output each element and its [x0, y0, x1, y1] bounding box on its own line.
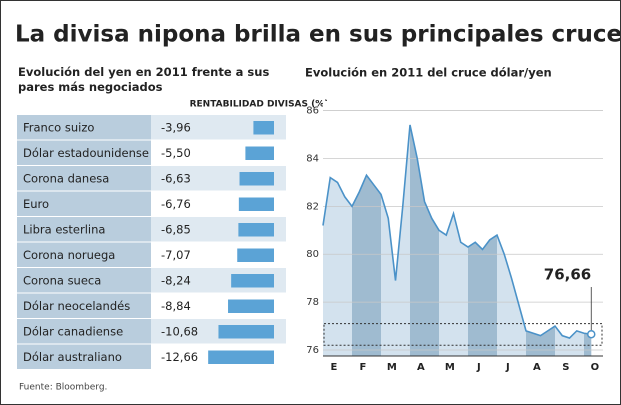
y-tick-label: 78	[306, 297, 319, 308]
x-tick-label: M	[387, 362, 397, 373]
subtitle: RENTABILIDAD DIVISAS (%)	[190, 100, 329, 110]
x-tick-label: A	[417, 362, 425, 373]
x-tick-label: E	[330, 362, 337, 373]
highlight-box	[323, 323, 603, 346]
label-cell	[17, 293, 151, 318]
value-label: -8,84	[161, 299, 191, 313]
y-tick-label: 84	[306, 153, 319, 164]
label-cell	[17, 166, 151, 191]
label-cell	[17, 242, 151, 267]
label-cell	[17, 319, 151, 344]
label-cell	[17, 115, 151, 140]
category-label: Dólar neocelandés	[23, 299, 130, 313]
x-tick-label: M	[445, 362, 455, 373]
y-tick-label: 80	[306, 249, 319, 260]
label-cell	[17, 140, 151, 165]
category-label: Euro	[23, 197, 49, 211]
category-label: Dólar estadounidense	[23, 146, 149, 160]
value-label: -8,24	[161, 273, 191, 287]
bar	[237, 248, 274, 262]
bar	[228, 299, 274, 313]
category-label: Dólar canadiense	[23, 324, 123, 338]
value-label: -6,85	[161, 222, 191, 236]
y-tick-label: 86	[306, 106, 319, 117]
category-label: Franco suizo	[23, 120, 94, 134]
bar	[208, 350, 274, 364]
category-label: Corona noruega	[23, 248, 115, 262]
value-label: -6,63	[161, 171, 191, 185]
category-label: Libra esterlina	[23, 222, 105, 236]
value-label: -7,07	[161, 248, 191, 262]
bar	[253, 121, 274, 135]
annotation-point	[587, 329, 596, 339]
x-tick-label: A	[533, 362, 541, 373]
area-fill	[323, 124, 592, 356]
chart-title: Evolución en 2011 del cruce dólar/yen	[305, 66, 552, 80]
label-cell	[17, 191, 151, 216]
value-label: -5,50	[161, 146, 191, 160]
category-label: Corona danesa	[23, 171, 109, 185]
value-label: -10,68	[161, 324, 198, 338]
value-label: -3,96	[161, 120, 191, 134]
x-tick-label: O	[591, 362, 600, 373]
label-cell	[17, 217, 151, 242]
x-tick-label: S	[562, 362, 569, 373]
bar	[239, 172, 274, 186]
line	[322, 124, 592, 339]
y-tick-label: 82	[306, 201, 319, 212]
value-label: -6,76	[161, 197, 191, 211]
category-label: Corona sueca	[23, 273, 101, 287]
bar	[238, 223, 274, 237]
label-cell	[17, 268, 151, 293]
y-tick-label: 76	[306, 345, 319, 356]
bar	[238, 197, 274, 211]
source: Fuente: Bloomberg.	[19, 383, 107, 393]
x-tick-label: J	[505, 362, 510, 373]
x-tick-label: F	[359, 362, 366, 373]
bar	[245, 146, 274, 160]
page-title: La divisa nipona brilla en sus principal…	[15, 22, 621, 48]
label-cell	[17, 344, 151, 369]
x-tick-label: J	[476, 362, 481, 373]
bar	[218, 325, 274, 339]
value-label: -12,66	[161, 350, 198, 364]
bar	[231, 274, 274, 288]
annotation-label: 76,66	[544, 266, 591, 284]
category-label: Dólar australiano	[23, 350, 122, 364]
chart-title: Evolución del yen en 2011 frente a sus p…	[18, 65, 270, 94]
